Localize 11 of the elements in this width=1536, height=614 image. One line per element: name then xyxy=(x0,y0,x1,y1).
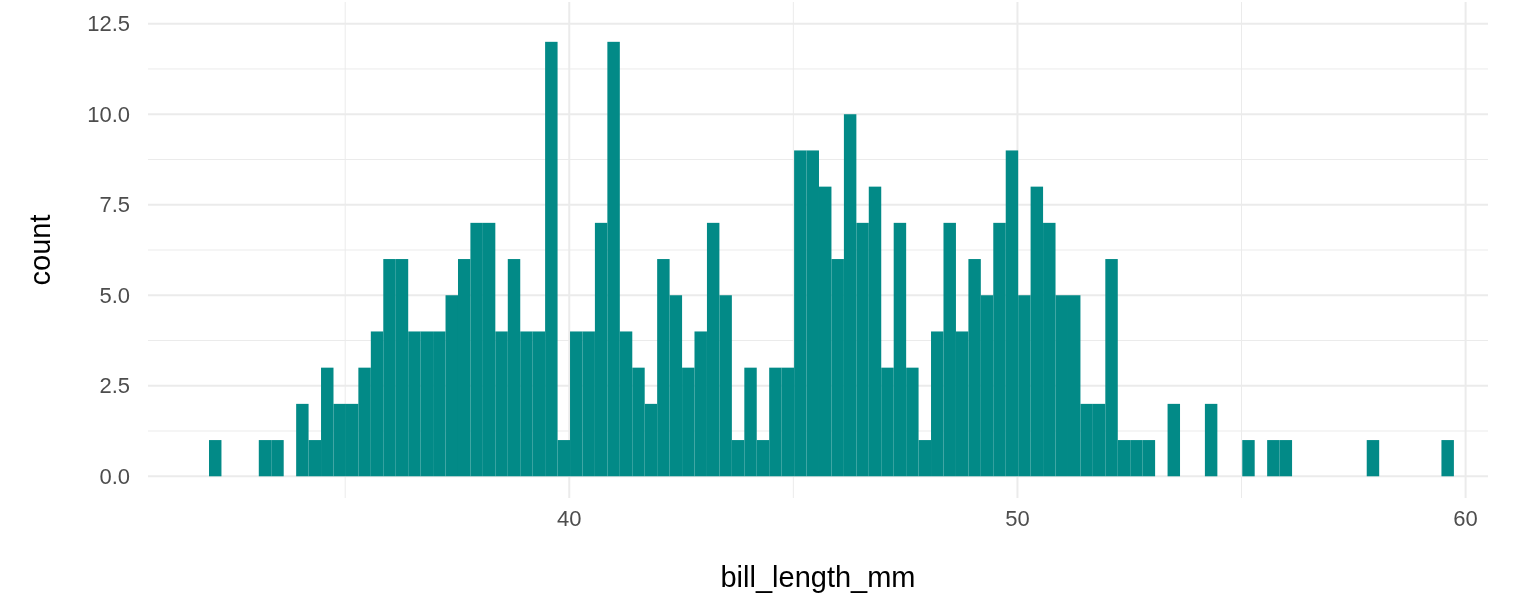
x-tick-label: 50 xyxy=(1005,506,1030,531)
y-tick-label: 5.0 xyxy=(99,282,130,308)
x-tick-label: 40 xyxy=(557,506,582,531)
x-axis-title: bill_length_mm xyxy=(720,561,916,593)
x-tick-label: 60 xyxy=(1453,506,1478,531)
y-tick-label: 2.5 xyxy=(99,373,130,399)
y-tick-label: 7.5 xyxy=(99,192,130,218)
y-tick-label: 12.5 xyxy=(87,11,130,37)
y-tick-label: 10.0 xyxy=(87,101,130,127)
y-axis-title: count xyxy=(24,214,56,286)
y-tick-label: 0.0 xyxy=(99,463,130,489)
